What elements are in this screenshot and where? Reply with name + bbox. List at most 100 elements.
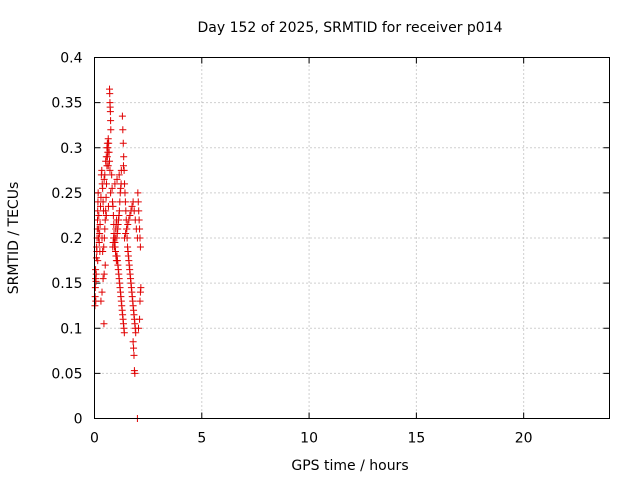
data-point [103, 139, 111, 147]
data-point [106, 166, 114, 174]
y-tick-label: 0.25 [51, 186, 82, 202]
data-point [102, 193, 110, 201]
data-point [111, 180, 119, 188]
x-tick-label: 0 [90, 431, 99, 447]
data-point [102, 207, 110, 215]
data-point [118, 112, 126, 120]
data-point [92, 266, 100, 274]
data-point [121, 189, 129, 197]
data-point [91, 293, 99, 301]
data-point [115, 171, 123, 179]
data-point [95, 239, 103, 247]
x-axis-label: GPS time / hours [291, 458, 408, 474]
data-point [128, 202, 136, 210]
data-point [106, 90, 114, 98]
data-point [97, 297, 105, 305]
data-point [92, 270, 100, 278]
y-axis-label: SRMTID / TECUs [6, 182, 22, 295]
y-tick-label: 0 [74, 412, 83, 428]
data-point [121, 180, 129, 188]
data-point [115, 207, 123, 215]
data-point [95, 211, 103, 219]
y-tick-label: 0.15 [51, 276, 82, 292]
data-point [136, 315, 144, 323]
data-point [100, 175, 108, 183]
y-tick-label: 0.05 [51, 366, 82, 382]
y-tick-label: 0.2 [60, 231, 82, 247]
data-point [101, 261, 109, 269]
data-point [124, 220, 132, 228]
data-point [102, 157, 110, 165]
data-point [96, 220, 104, 228]
data-point [134, 189, 142, 197]
y-tick-label: 0.3 [60, 141, 82, 157]
data-point [120, 329, 128, 337]
data-point [113, 175, 121, 183]
data-point [107, 189, 115, 197]
data-point [134, 198, 142, 206]
data-point [135, 216, 143, 224]
x-tick-label: 15 [407, 431, 425, 447]
data-point [110, 229, 118, 237]
data-point [96, 248, 104, 256]
data-point [99, 184, 107, 192]
x-tick-label: 5 [197, 431, 206, 447]
data-point [111, 234, 119, 242]
data-point [104, 162, 112, 170]
data-point [101, 171, 109, 179]
data-point [123, 225, 131, 233]
data-point [94, 257, 102, 265]
y-tick-label: 0.4 [60, 51, 82, 67]
data-point [94, 189, 102, 197]
data-point [91, 284, 99, 292]
data-point [135, 207, 143, 215]
data-point [136, 225, 144, 233]
data-point [125, 216, 133, 224]
data-point [129, 338, 137, 346]
data-point [98, 166, 106, 174]
data-point [99, 275, 107, 283]
data-point [136, 243, 144, 251]
grid-lines [94, 57, 610, 419]
data-point [103, 180, 111, 188]
data-point [101, 225, 109, 233]
data-point [113, 216, 121, 224]
data-point [94, 225, 102, 233]
data-point [107, 117, 115, 125]
data-point [104, 202, 112, 210]
data-point [102, 211, 110, 219]
data-point [117, 166, 125, 174]
plot-frame [94, 57, 610, 419]
data-point [130, 351, 138, 359]
data-point [131, 369, 139, 377]
data-point [100, 320, 108, 328]
data-point [106, 108, 114, 116]
data-point [100, 270, 108, 278]
data-point [120, 153, 128, 161]
data-point [96, 229, 104, 237]
data-point [121, 234, 129, 242]
data-point [132, 329, 140, 337]
data-point [130, 344, 138, 352]
axis-ticks [94, 57, 610, 419]
x-tick-label: 20 [515, 431, 533, 447]
data-point [137, 284, 145, 292]
data-point [121, 198, 129, 206]
x-tick-label: 10 [300, 431, 318, 447]
data-point [119, 162, 127, 170]
data-point [108, 171, 116, 179]
data-points [91, 85, 145, 422]
data-point [136, 234, 144, 242]
data-point [108, 184, 116, 192]
chart-title: Day 152 of 2025, SRMTID for receiver p01… [197, 20, 502, 36]
data-point [119, 139, 127, 147]
data-point [119, 126, 127, 134]
data-point [134, 324, 142, 332]
data-point [102, 153, 110, 161]
data-point [98, 288, 106, 296]
tick-labels: 0 0.05 0.1 0.15 0.2 0.25 0.3 0.35 0.4 0 5 10 15 20 [51, 51, 532, 447]
data-point [100, 243, 108, 251]
data-point [92, 277, 100, 285]
data-point [126, 211, 134, 219]
